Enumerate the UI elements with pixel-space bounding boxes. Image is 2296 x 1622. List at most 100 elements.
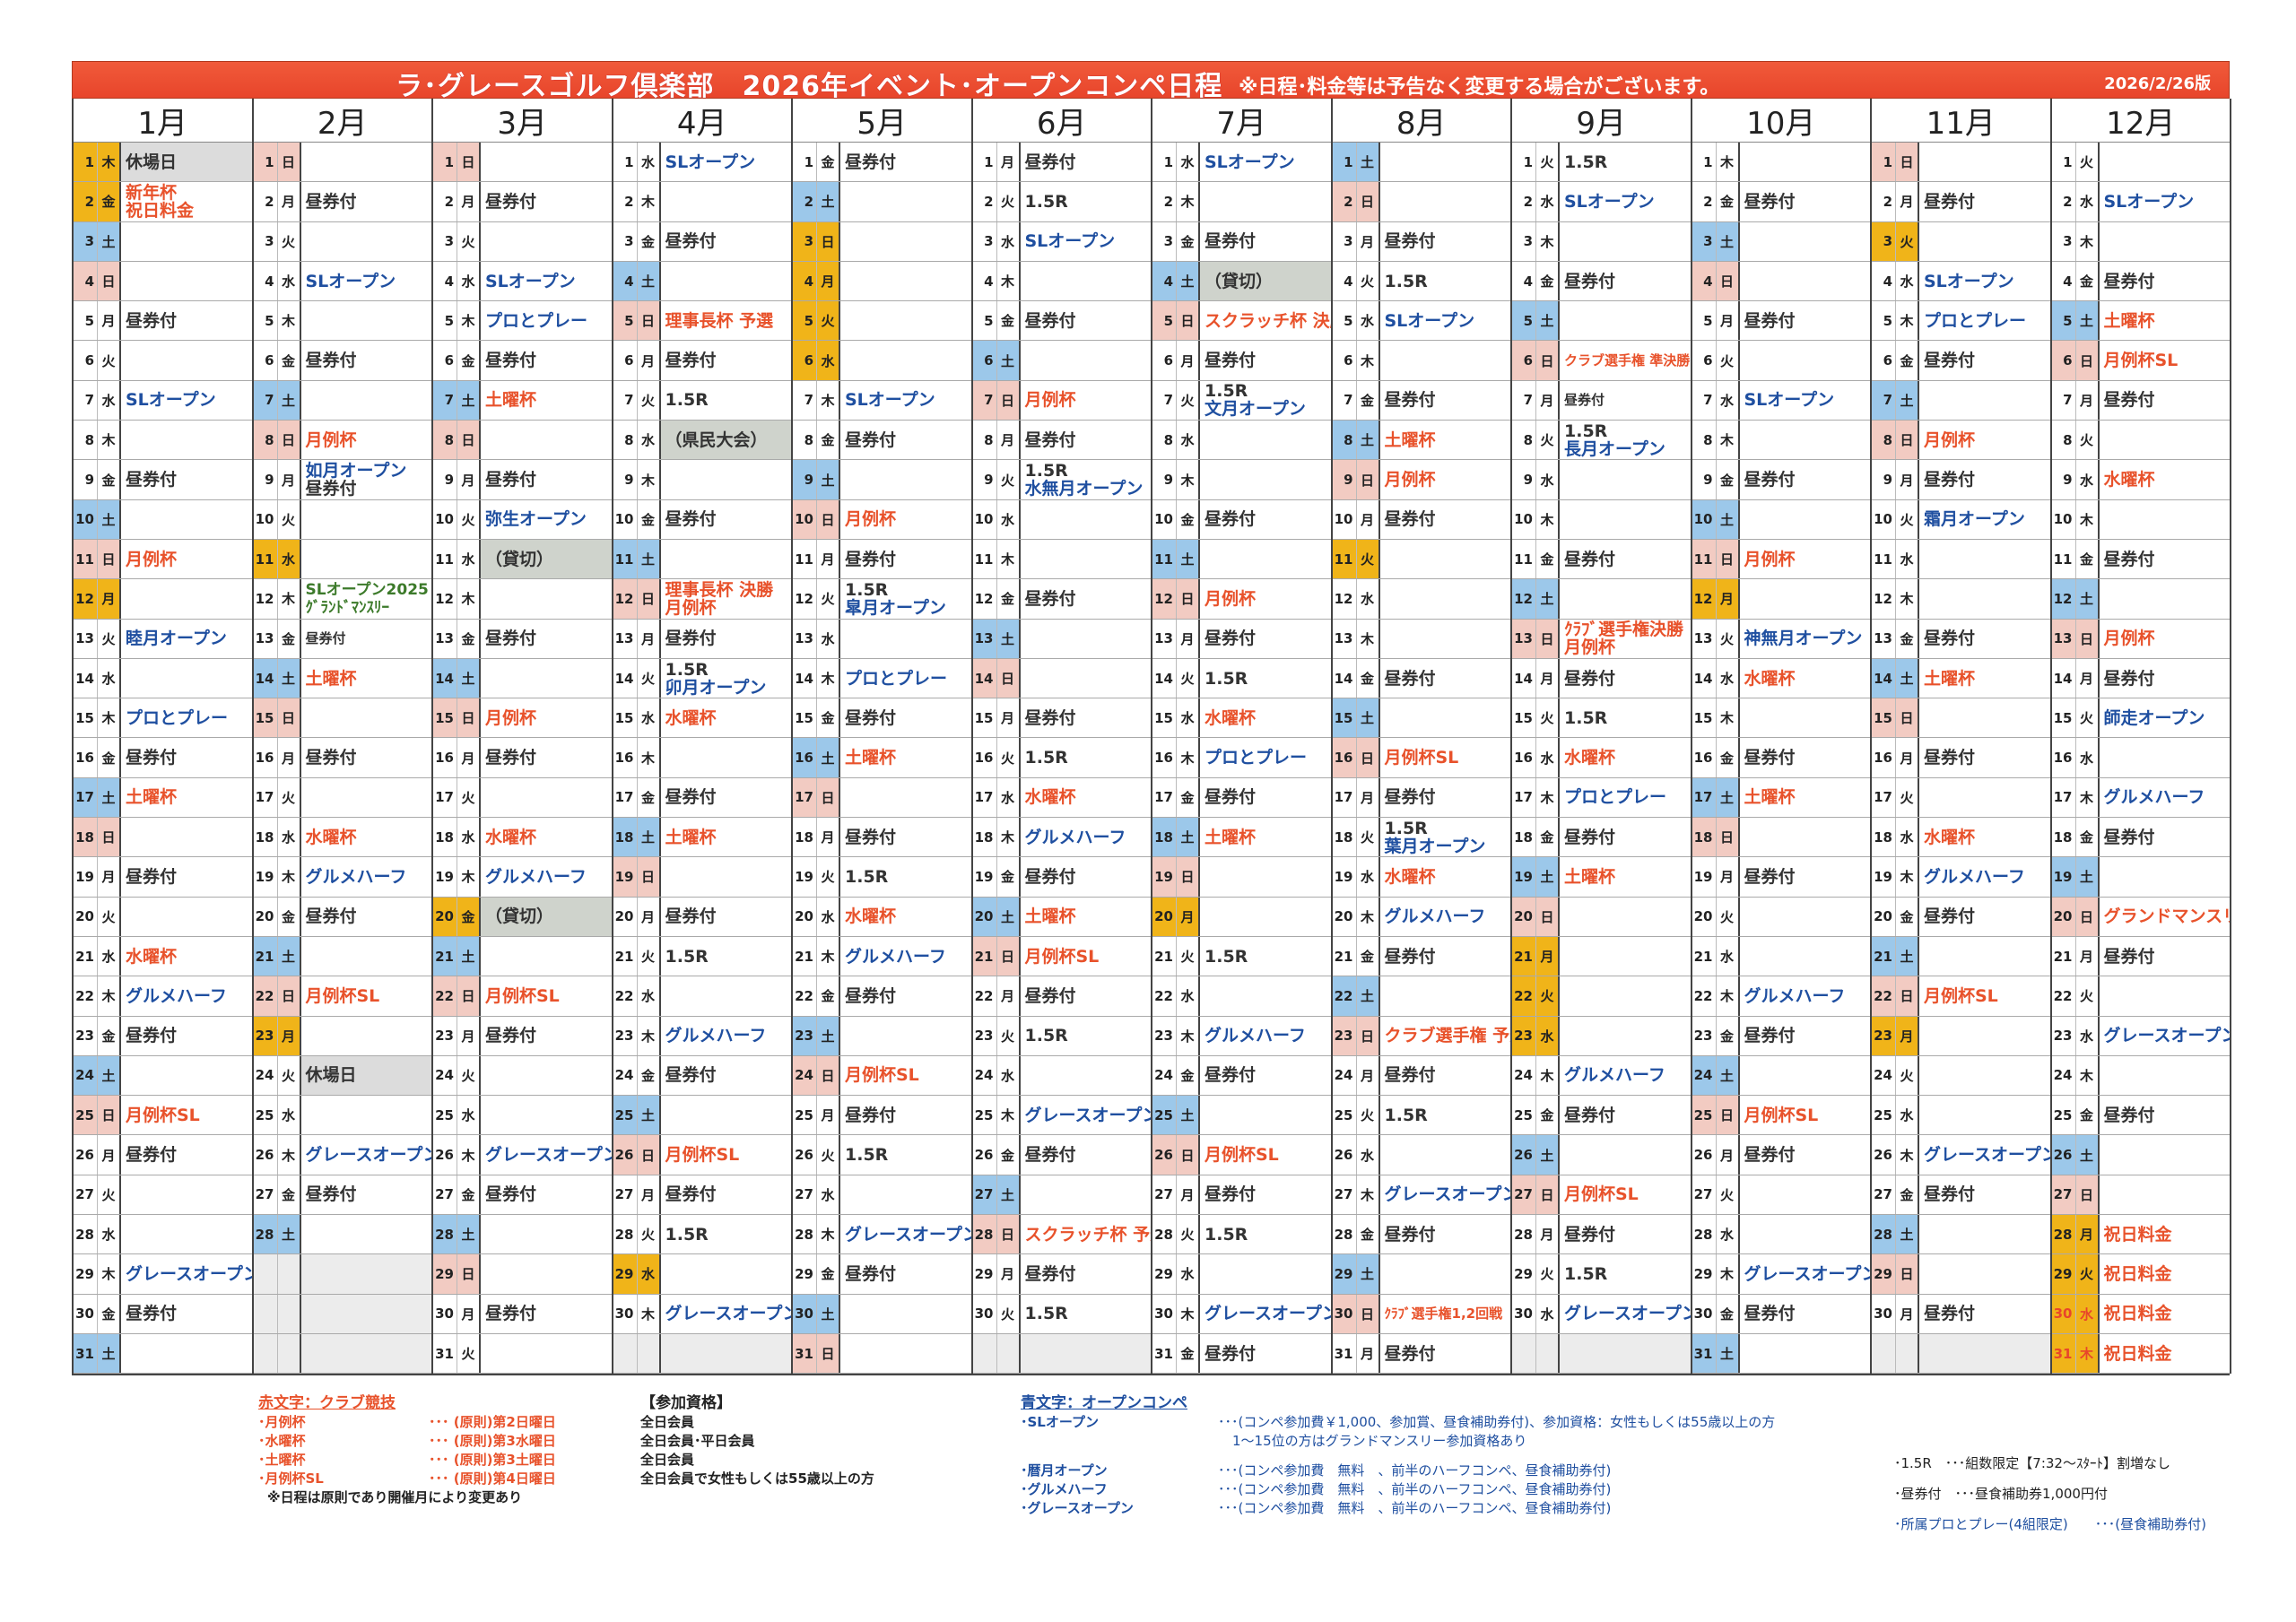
day-row[interactable]: 25 金昼券付 [2051,1096,2230,1136]
day-row[interactable]: 30 水祝日料金 [2051,1294,2230,1334]
day-row[interactable]: 2 金新年杯 祝日料金 [74,182,252,222]
day-row[interactable]: 15 日 [1872,698,2050,739]
day-row[interactable]: 22 火 [1512,976,1691,1017]
day-row[interactable]: 30 火 1.5R [972,1294,1151,1334]
day-row[interactable]: 4 火 1.5R [1332,261,1510,302]
day-row[interactable]: 10 火霜月オープン [1872,499,2050,540]
day-row[interactable]: 19 木グルメハーフ [433,857,612,898]
day-row[interactable]: 15 土 [1332,698,1510,739]
day-row[interactable]: 27 木グレースオープン [1332,1175,1510,1216]
day-row[interactable]: 13 日ｸﾗﾌﾞ選手権決勝 月例杯 [1512,619,1691,659]
day-row[interactable]: 18 日 [74,818,252,858]
day-row[interactable]: 1 水 SLオープン [613,143,791,183]
day-row[interactable]: 2 月昼券付 [1872,182,2050,222]
day-row[interactable]: 20 水水曜杯 [793,897,971,937]
day-row[interactable]: 2 金昼券付 [1692,182,1870,222]
day-row[interactable]: 11 水（貸切） [433,539,612,580]
day-row[interactable]: 5 月昼券付 [1692,301,1870,342]
day-row[interactable]: 12 木 [1872,579,2050,620]
day-row[interactable]: 8 日月例杯 [253,421,431,461]
day-row[interactable]: 8 火 1.5R 長月オープン [1512,421,1691,461]
day-row[interactable]: 18 火 1.5R 葉月オープン [1332,818,1510,858]
day-row[interactable]: 27 日月例杯SL [1512,1175,1691,1216]
day-row[interactable]: 11 木 [972,539,1151,580]
day-row[interactable]: 17 火 [1872,777,2050,819]
day-row[interactable]: 21 水水曜杯 [74,936,252,977]
day-row[interactable]: 22 木グルメハーフ [1692,976,1870,1017]
day-row[interactable]: 3 金昼券付 [613,221,791,262]
day-row[interactable]: 25 金昼券付 [1512,1096,1691,1136]
day-row[interactable]: 22 日月例杯SL [253,976,431,1017]
day-row[interactable]: 11 金昼券付 [2051,539,2230,580]
day-row[interactable]: 11 水 [1872,539,2050,580]
day-row[interactable]: 20 金昼券付 [253,897,431,937]
day-row[interactable]: 16 金昼券付 [74,738,252,778]
day-row[interactable]: 21 日月例杯SL [972,936,1151,977]
day-row[interactable]: 1 月昼券付 [972,143,1151,183]
day-row[interactable]: 4 金昼券付 [2051,261,2230,302]
day-row[interactable]: 15 水水曜杯 [613,698,791,739]
day-row[interactable]: 21 火 1.5R [1152,936,1331,977]
day-row[interactable]: 26 日月例杯SL [1152,1135,1331,1175]
day-row[interactable]: 21 土 [433,936,612,977]
day-row[interactable]: 19 火 1.5R [793,857,971,898]
day-row[interactable]: 27 土 [972,1175,1151,1216]
day-row[interactable]: 16 月昼券付 [1872,738,2050,778]
day-row[interactable]: 14 水水曜杯 [1692,658,1870,699]
day-row[interactable]: 12 木 [433,579,612,620]
day-row[interactable]: 24 日月例杯SL [793,1055,971,1097]
day-row[interactable]: 19 土 [2051,857,2230,898]
day-row[interactable]: 28 水 [74,1215,252,1255]
day-row[interactable]: 25 水 [1872,1096,2050,1136]
day-row[interactable]: 12 月 [74,579,252,620]
day-row[interactable] [1872,1333,2050,1375]
day-row[interactable]: 11 土 [613,539,791,580]
day-row[interactable]: 28 水 [1692,1215,1870,1255]
day-row[interactable]: 30 月昼券付 [433,1294,612,1334]
day-row[interactable]: 27 金昼券付 [433,1175,612,1216]
day-row[interactable]: 21 水 [1692,936,1870,977]
day-row[interactable]: 25 水 [433,1096,612,1136]
day-row[interactable]: 30 土 [793,1294,971,1334]
day-row[interactable]: 10 火弥生オープン [433,499,612,540]
day-row[interactable] [613,1333,791,1375]
day-row[interactable]: 5 水 SLオープン [1332,301,1510,342]
day-row[interactable]: 25 日月例杯SL [74,1096,252,1136]
day-row[interactable]: 24 金昼券付 [613,1055,791,1097]
day-row[interactable]: 14 土土曜杯 [1872,658,2050,699]
day-row[interactable]: 27 月昼券付 [613,1175,791,1216]
day-row[interactable]: 3 金昼券付 [1152,221,1331,262]
day-row[interactable]: 13 金昼券付 [433,619,612,659]
day-row[interactable]: 6 金昼券付 [433,341,612,381]
day-row[interactable]: 19 木グルメハーフ [253,857,431,898]
day-row[interactable]: 31 木祝日料金 [2051,1333,2230,1375]
day-row[interactable]: 10 金昼券付 [613,499,791,540]
day-row[interactable]: 9 水水曜杯 [2051,460,2230,500]
day-row[interactable]: 29 土 [1332,1254,1510,1295]
day-row[interactable]: 15 日月例杯 [433,698,612,739]
day-row[interactable]: 18 土土曜杯 [613,818,791,858]
day-row[interactable]: 7 水 SLオープン [74,380,252,421]
day-row[interactable]: 6 日月例杯SL [2051,341,2230,381]
day-row[interactable]: 1 火 1.5R [1512,143,1691,183]
day-row[interactable]: 9 月昼券付 [1872,460,2050,500]
day-row[interactable]: 18 日 [1692,818,1870,858]
day-row[interactable]: 12 水 [1332,579,1510,620]
day-row[interactable]: 15 月昼券付 [972,698,1151,739]
day-row[interactable]: 9 金昼券付 [74,460,252,500]
